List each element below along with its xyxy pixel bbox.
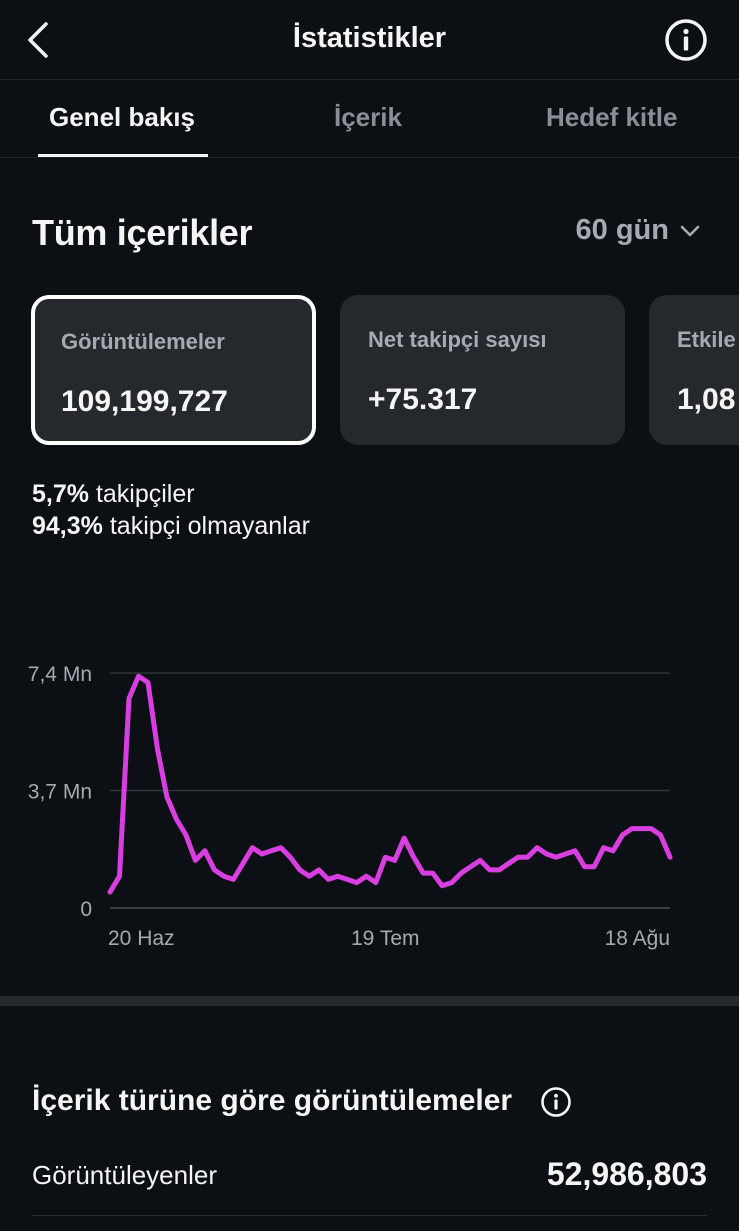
- active-tab-indicator: [38, 154, 208, 157]
- info-icon: [665, 19, 707, 61]
- breakdown-percent: 94,3%: [32, 512, 103, 540]
- chevron-left-icon: [28, 22, 48, 58]
- breakdown-label: takipçi olmayanlar: [109, 512, 310, 540]
- metric-card-net-followers[interactable]: Net takipçi sayısı +75.317: [340, 295, 625, 445]
- tab-audience[interactable]: Hedef kitle: [546, 102, 678, 132]
- tab-overview[interactable]: Genel bakış: [49, 102, 195, 132]
- views-line-chart[interactable]: 7,4 Mn 3,7 Mn 0 20 Haz 19 Tem 18 Ağu: [0, 640, 739, 960]
- content-type-title: İçerik türüne göre görüntülemeler: [32, 1084, 513, 1117]
- date-range-dropdown[interactable]: 60 gün: [576, 214, 701, 247]
- x-tick-label: 19 Tem: [351, 927, 420, 950]
- breakdown-non-followers: 94,3% takipçi olmayanlar: [32, 510, 310, 542]
- metric-label: Net takipçi sayısı: [368, 327, 547, 352]
- metric-label: Etkile: [677, 327, 736, 352]
- y-tick-label: 7,4 Mn: [28, 663, 92, 686]
- info-button[interactable]: [663, 17, 709, 63]
- breakdown-label: takipçiler: [95, 480, 195, 508]
- metric-value: 1,08: [677, 383, 736, 416]
- top-bar: İstatistikler: [0, 0, 739, 80]
- metric-cards: Görüntülemeler 109,199,727 Net takipçi s…: [0, 295, 739, 447]
- tab-content[interactable]: İçerik: [334, 102, 402, 132]
- chart-canvas: 7,4 Mn 3,7 Mn 0 20 Haz 19 Tem 18 Ağu: [28, 663, 673, 950]
- x-tick-label: 18 Ağu: [605, 927, 670, 950]
- metric-card-views[interactable]: Görüntülemeler 109,199,727: [31, 295, 316, 445]
- metric-card-interactions[interactable]: Etkile 1,08: [649, 295, 739, 445]
- series-line-views: [107, 673, 673, 895]
- metric-value: +75.317: [368, 383, 478, 416]
- date-range-label: 60 gün: [575, 214, 669, 246]
- y-tick-label: 0: [80, 898, 92, 921]
- content-type-info-button[interactable]: [540, 1086, 572, 1118]
- chevron-down-icon: [680, 225, 700, 236]
- section-divider: [0, 996, 739, 1006]
- info-icon: [541, 1087, 571, 1117]
- breakdown-followers: 5,7% takipçiler: [32, 478, 310, 510]
- audience-breakdown: 5,7% takipçiler 94,3% takipçi olmayanlar: [32, 478, 310, 542]
- section-title: Tüm içerikler: [32, 212, 253, 253]
- page-title: İstatistikler: [292, 22, 447, 54]
- row-label: Görüntüleyenler: [32, 1160, 217, 1190]
- row-value: 52,986,803: [546, 1156, 707, 1192]
- metric-value: 109,199,727: [61, 385, 228, 418]
- breakdown-percent: 5,7%: [32, 480, 89, 508]
- content-type-row: Görüntüleyenler 52,986,803: [32, 1150, 707, 1216]
- back-button[interactable]: [18, 18, 58, 62]
- metric-label: Görüntülemeler: [61, 329, 225, 354]
- tab-bar: Genel bakış İçerik Hedef kitle: [0, 80, 739, 158]
- y-tick-label: 3,7 Mn: [28, 781, 92, 804]
- x-tick-label: 20 Haz: [108, 927, 175, 950]
